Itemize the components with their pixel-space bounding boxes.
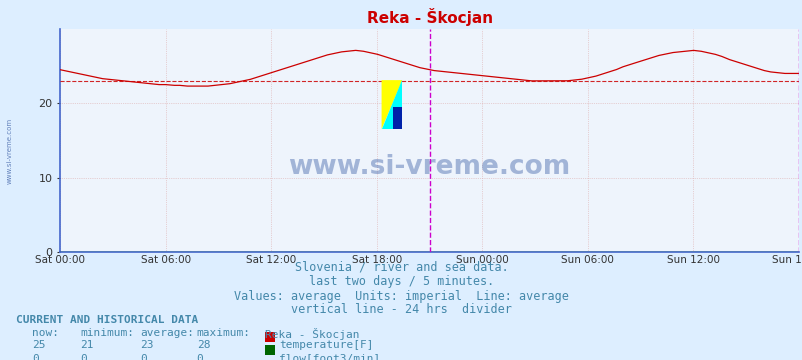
Text: minimum:: minimum: bbox=[80, 328, 134, 338]
Text: 0: 0 bbox=[80, 354, 87, 360]
Text: CURRENT AND HISTORICAL DATA: CURRENT AND HISTORICAL DATA bbox=[16, 315, 198, 325]
Text: last two days / 5 minutes.: last two days / 5 minutes. bbox=[309, 275, 493, 288]
Text: average:: average: bbox=[140, 328, 194, 338]
Text: vertical line - 24 hrs  divider: vertical line - 24 hrs divider bbox=[290, 303, 512, 316]
Text: 0: 0 bbox=[140, 354, 147, 360]
Text: www.si-vreme.com: www.si-vreme.com bbox=[288, 154, 570, 180]
Text: Reka - Škocjan: Reka - Škocjan bbox=[265, 328, 359, 339]
Text: 21: 21 bbox=[80, 340, 94, 350]
Text: Slovenia / river and sea data.: Slovenia / river and sea data. bbox=[294, 261, 508, 274]
Title: Reka - Škocjan: Reka - Škocjan bbox=[366, 8, 492, 26]
Text: 0: 0 bbox=[196, 354, 203, 360]
Text: 0: 0 bbox=[32, 354, 38, 360]
Text: Values: average  Units: imperial  Line: average: Values: average Units: imperial Line: av… bbox=[233, 290, 569, 303]
Text: 25: 25 bbox=[32, 340, 46, 350]
Text: flow[foot3/min]: flow[foot3/min] bbox=[279, 354, 380, 360]
Text: temperature[F]: temperature[F] bbox=[279, 340, 374, 350]
Text: now:: now: bbox=[32, 328, 59, 338]
Polygon shape bbox=[381, 80, 402, 129]
Text: maximum:: maximum: bbox=[196, 328, 250, 338]
Text: 23: 23 bbox=[140, 340, 154, 350]
Bar bbox=[392, 107, 402, 129]
Text: www.si-vreme.com: www.si-vreme.com bbox=[6, 118, 12, 184]
Polygon shape bbox=[381, 80, 402, 129]
Text: 28: 28 bbox=[196, 340, 210, 350]
